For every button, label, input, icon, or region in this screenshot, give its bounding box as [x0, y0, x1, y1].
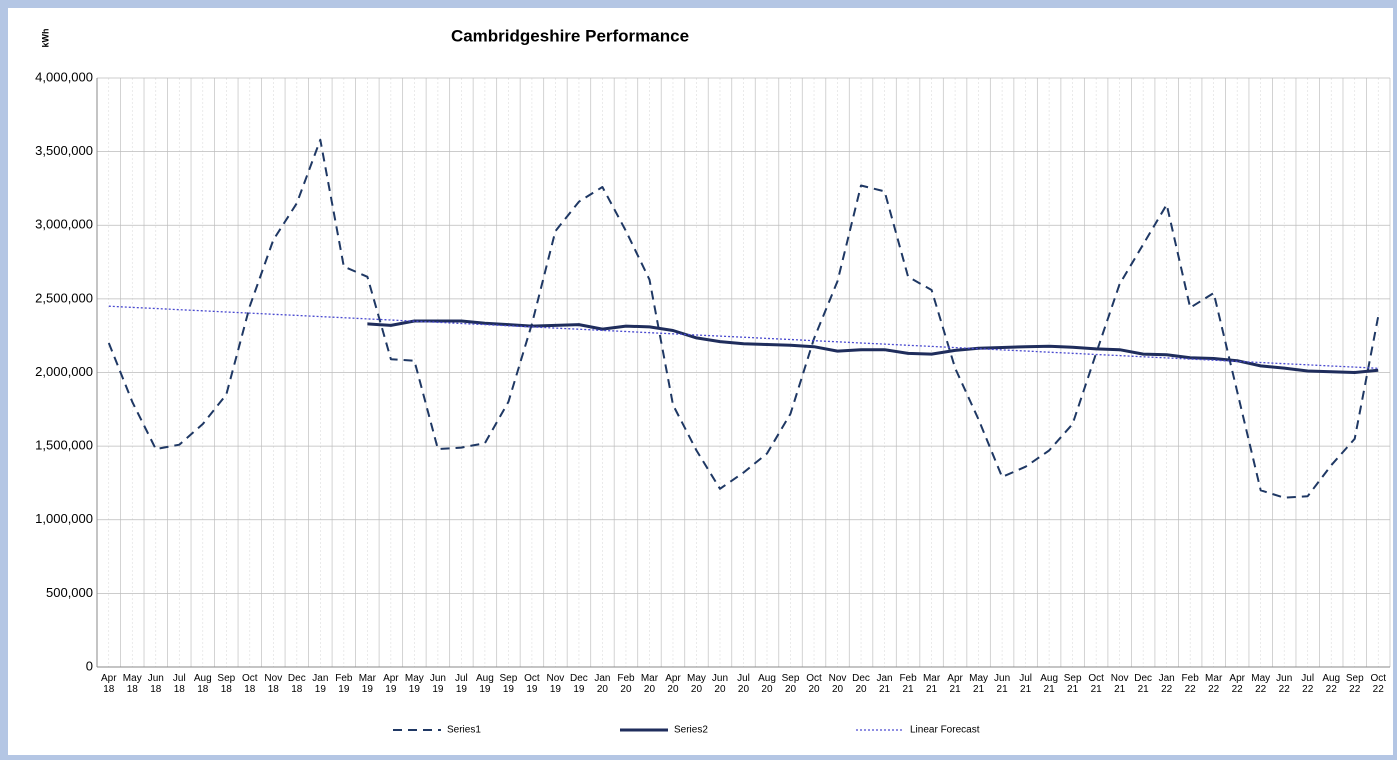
x-tick-label: Mar 22 [1205, 673, 1223, 695]
x-tick-label: Nov 20 [828, 673, 847, 695]
x-tick-label: Jun 22 [1276, 673, 1293, 695]
x-tick-label: Sep 21 [1063, 673, 1082, 695]
chart-area: Cambridgeshire Performance kWh 0 500,000 1… [8, 8, 1393, 755]
x-tick-label: Dec 20 [852, 673, 870, 695]
x-tick-label: Sep 20 [781, 673, 800, 695]
x-tick-label: Mar 20 [640, 673, 659, 695]
x-tick-label: Jun 21 [994, 673, 1011, 695]
series-line [107, 138, 1380, 499]
x-tick-label: Oct 19 [524, 673, 540, 695]
x-tick-label: Oct 18 [242, 673, 258, 695]
x-tick-label: Oct 21 [1088, 673, 1104, 695]
x-tick-label: Jan 22 [1158, 673, 1175, 695]
x-tick-label: Feb 20 [617, 673, 635, 695]
x-tick-label: Apr 19 [383, 673, 399, 695]
x-tick-label: Apr 21 [947, 673, 963, 695]
x-tick-label: Jul 21 [1019, 673, 1032, 695]
x-tick-label: Apr 20 [665, 673, 681, 695]
x-tick-label: Jul 19 [454, 673, 468, 695]
x-tick-label: Mar 21 [922, 673, 941, 695]
chart-title: Cambridgeshire Performance [451, 26, 689, 45]
x-tick-label: Jan 21 [876, 673, 893, 695]
legend-label: Linear Forecast [910, 725, 980, 736]
y-tick-label: 0 [86, 658, 93, 673]
legend-label: Series2 [674, 725, 708, 736]
legend-label: Series1 [447, 725, 481, 736]
x-tick-label: Oct 20 [806, 673, 822, 695]
x-tick-label: Nov 19 [546, 673, 565, 695]
x-tick-label: Dec 21 [1134, 673, 1153, 695]
y-tick-label: 3,000,000 [35, 217, 93, 232]
x-tick-label: Oct 22 [1370, 673, 1387, 695]
y-tick-label: 3,500,000 [35, 143, 93, 158]
x-tick-label: Jan 19 [312, 673, 329, 695]
x-tick-label: Apr 22 [1229, 673, 1245, 695]
x-tick-label: Feb 19 [335, 673, 353, 695]
y-axis-label: kWh [40, 29, 50, 48]
x-tick-label: Jun 18 [147, 673, 164, 695]
x-tick-label: Dec 18 [287, 673, 306, 695]
x-tick-label: Sep 22 [1345, 673, 1364, 695]
x-tick-label: Nov 18 [264, 673, 283, 695]
x-tick-label: Feb 22 [1181, 673, 1199, 695]
x-tick-label: May 20 [687, 673, 706, 695]
x-tick-label: Nov 21 [1110, 673, 1129, 695]
x-tick-label: Sep 19 [499, 673, 518, 695]
x-tick-label: Aug 21 [1040, 673, 1059, 695]
x-tick-label: Jan 20 [594, 673, 611, 695]
x-tick-label: Apr 18 [100, 673, 117, 695]
x-tick-label: Aug 19 [475, 673, 494, 695]
series-line [367, 319, 1379, 374]
x-tick-label: Sep 18 [217, 673, 236, 695]
x-tick-label: May 21 [969, 673, 989, 695]
x-tick-label: Jul 22 [1301, 673, 1315, 695]
x-tick-label: Jun 19 [429, 673, 446, 695]
x-tick-label: Jun 20 [711, 673, 729, 695]
x-tick-label: May 22 [1251, 673, 1271, 695]
y-tick-label: 500,000 [46, 585, 93, 600]
y-tick-label: 1,500,000 [35, 438, 93, 453]
y-tick-label: 2,500,000 [35, 290, 93, 305]
x-tick-label: Aug 18 [193, 673, 212, 695]
x-tick-label: Aug 22 [1322, 673, 1341, 695]
y-tick-label: 2,000,000 [35, 364, 93, 379]
x-tick-label: Mar 19 [358, 673, 376, 695]
x-tick-label: Dec 19 [570, 673, 588, 695]
x-tick-label: Jul 18 [172, 673, 186, 695]
x-tick-label: Feb 21 [899, 673, 917, 695]
x-tick-label: Aug 20 [758, 673, 776, 695]
x-tick-label: May 18 [122, 673, 142, 695]
chart: Cambridgeshire Performance kWh 0 500,000 1… [35, 26, 1391, 736]
y-tick-label: 4,000,000 [35, 69, 93, 84]
x-tick-label: May 19 [404, 673, 424, 695]
x-tick-label: Jul 20 [737, 673, 750, 695]
y-tick-label: 1,000,000 [35, 511, 93, 526]
